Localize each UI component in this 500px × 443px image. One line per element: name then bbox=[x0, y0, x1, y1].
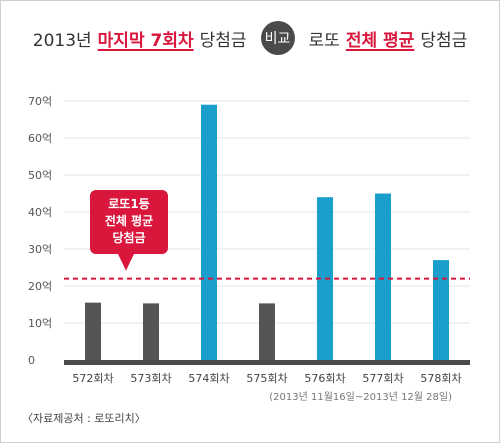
y-tick-label: 50억 bbox=[28, 169, 52, 182]
title-part-last-draws: 마지막 7회차 bbox=[97, 30, 194, 51]
bar-1 bbox=[85, 302, 101, 360]
title-part-year: 2013년 bbox=[32, 30, 92, 51]
bar-6 bbox=[375, 193, 391, 360]
title-part-overall-average: 전체 평균 bbox=[345, 30, 415, 51]
x-tick-label: 575회차 bbox=[246, 372, 287, 385]
x-tick-label: 578회차 bbox=[420, 372, 461, 385]
source-note: 〈자료제공처 : 로또리치〉 bbox=[22, 412, 146, 425]
average-callout-box bbox=[90, 190, 168, 254]
title-part-prize-2: 당첨금 bbox=[420, 30, 468, 51]
x-tick-label: 574회차 bbox=[188, 372, 229, 385]
y-tick-label: 70억 bbox=[28, 95, 52, 108]
vs-badge: 비교 bbox=[260, 21, 295, 55]
y-tick-label: 60억 bbox=[28, 132, 52, 145]
y-tick-label: 40억 bbox=[28, 206, 52, 219]
y-tick-label: 10억 bbox=[28, 317, 52, 330]
x-tick-label: 576회차 bbox=[304, 372, 345, 385]
bar-3 bbox=[201, 104, 217, 360]
callout-text-line: 당첨금 bbox=[112, 230, 145, 245]
x-tick-label: 573회차 bbox=[130, 372, 171, 385]
y-tick-label: 0 bbox=[28, 354, 35, 367]
bar-4 bbox=[259, 303, 275, 360]
callout-text-line: 로또1등 bbox=[108, 197, 149, 211]
bar-2 bbox=[143, 303, 159, 360]
x-axis bbox=[64, 360, 470, 365]
title-part-prize: 당첨금 bbox=[199, 30, 247, 51]
bar-7 bbox=[433, 260, 449, 360]
x-tick-label: 572회차 bbox=[72, 372, 113, 385]
average-callout-pointer bbox=[118, 254, 134, 271]
title-part-lotto: 로또 bbox=[308, 30, 340, 51]
y-tick-label: 20억 bbox=[28, 280, 52, 293]
callout-text-line: 전체 평균 bbox=[105, 213, 153, 228]
x-tick-label: 577회차 bbox=[362, 372, 403, 385]
y-tick-label: 30억 bbox=[28, 243, 52, 256]
chart-title: 2013년 마지막 7회차 당첨금 비교 로또 전체 평균 당첨금 bbox=[0, 18, 500, 58]
period-note: (2013년 11월16일~2013년 12월 28일) bbox=[269, 392, 452, 403]
